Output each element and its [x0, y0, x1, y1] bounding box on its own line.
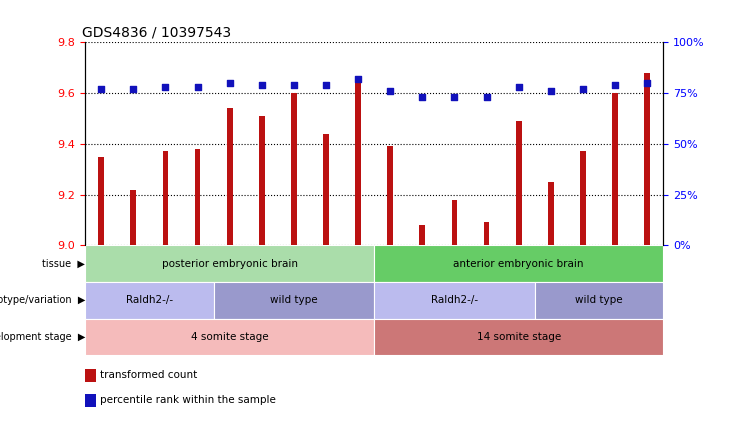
Text: GSM1065693: GSM1065693	[97, 256, 106, 315]
Text: Raldh2-/-: Raldh2-/-	[431, 295, 478, 305]
Text: GSM1065703: GSM1065703	[611, 256, 619, 315]
FancyBboxPatch shape	[278, 245, 310, 338]
Point	[288, 82, 300, 88]
Text: GSM1065705: GSM1065705	[386, 256, 395, 315]
Point	[192, 84, 204, 91]
Text: anterior embryonic brain: anterior embryonic brain	[453, 259, 584, 269]
FancyBboxPatch shape	[374, 245, 663, 282]
Text: tissue  ▶: tissue ▶	[42, 259, 85, 269]
Text: GSM1065699: GSM1065699	[290, 256, 299, 315]
FancyBboxPatch shape	[85, 282, 213, 319]
Text: wild type: wild type	[575, 295, 622, 305]
Text: 14 somite stage: 14 somite stage	[476, 332, 561, 342]
Bar	[612, 93, 618, 245]
Point	[96, 85, 107, 92]
Bar	[85, 394, 96, 407]
Point	[609, 82, 621, 88]
FancyBboxPatch shape	[535, 282, 663, 319]
Point	[224, 80, 236, 86]
Bar	[291, 93, 297, 245]
FancyBboxPatch shape	[213, 282, 374, 319]
FancyBboxPatch shape	[502, 245, 535, 338]
Text: GSM1065708: GSM1065708	[482, 256, 491, 315]
Text: percentile rank within the sample: percentile rank within the sample	[99, 396, 276, 405]
FancyBboxPatch shape	[85, 319, 374, 355]
FancyBboxPatch shape	[631, 245, 663, 338]
Bar	[162, 151, 168, 245]
Point	[448, 94, 460, 101]
FancyBboxPatch shape	[150, 245, 182, 338]
FancyBboxPatch shape	[439, 245, 471, 338]
FancyBboxPatch shape	[182, 245, 213, 338]
Bar	[130, 190, 136, 245]
Point	[256, 82, 268, 88]
Bar	[484, 222, 490, 245]
FancyBboxPatch shape	[471, 245, 502, 338]
Point	[352, 75, 364, 82]
Text: development stage  ▶: development stage ▶	[0, 332, 85, 342]
Bar	[548, 182, 554, 245]
Text: Raldh2-/-: Raldh2-/-	[126, 295, 173, 305]
FancyBboxPatch shape	[246, 245, 278, 338]
FancyBboxPatch shape	[374, 319, 663, 355]
Text: GSM1065707: GSM1065707	[450, 256, 459, 315]
Point	[127, 85, 139, 92]
Bar	[195, 149, 201, 245]
FancyBboxPatch shape	[374, 282, 535, 319]
Text: GDS4836 / 10397543: GDS4836 / 10397543	[82, 26, 231, 40]
Text: wild type: wild type	[270, 295, 318, 305]
Point	[577, 85, 589, 92]
FancyBboxPatch shape	[117, 245, 150, 338]
Text: GSM1065710: GSM1065710	[546, 256, 555, 315]
FancyBboxPatch shape	[85, 245, 374, 282]
Text: GSM1065700: GSM1065700	[322, 256, 330, 315]
Bar	[388, 146, 393, 245]
Bar	[85, 369, 96, 382]
FancyBboxPatch shape	[213, 245, 246, 338]
FancyBboxPatch shape	[567, 245, 599, 338]
Text: GSM1065704: GSM1065704	[642, 256, 651, 315]
FancyBboxPatch shape	[374, 245, 406, 338]
Point	[513, 84, 525, 91]
Text: GSM1065701: GSM1065701	[353, 256, 362, 315]
Text: GSM1065697: GSM1065697	[225, 256, 234, 315]
Bar	[227, 108, 233, 245]
Point	[641, 80, 653, 86]
Bar	[644, 73, 650, 245]
FancyBboxPatch shape	[535, 245, 567, 338]
Bar	[99, 157, 104, 245]
Text: GSM1065696: GSM1065696	[193, 256, 202, 315]
Text: GSM1065709: GSM1065709	[514, 256, 523, 315]
Text: GSM1065694: GSM1065694	[129, 256, 138, 315]
Point	[320, 82, 332, 88]
Text: GSM1065698: GSM1065698	[257, 256, 266, 315]
Text: genotype/variation  ▶: genotype/variation ▶	[0, 295, 85, 305]
FancyBboxPatch shape	[599, 245, 631, 338]
FancyBboxPatch shape	[85, 245, 117, 338]
Bar	[355, 80, 361, 245]
Bar	[580, 151, 586, 245]
Text: 4 somite stage: 4 somite stage	[191, 332, 268, 342]
Text: GSM1065706: GSM1065706	[418, 256, 427, 315]
Point	[385, 88, 396, 94]
Point	[545, 88, 556, 94]
Text: transformed count: transformed count	[99, 370, 197, 380]
Point	[159, 84, 171, 91]
FancyBboxPatch shape	[342, 245, 374, 338]
Bar	[419, 225, 425, 245]
Bar	[259, 116, 265, 245]
Text: GSM1065702: GSM1065702	[579, 256, 588, 315]
Bar	[451, 200, 457, 245]
Point	[416, 94, 428, 101]
Text: posterior embryonic brain: posterior embryonic brain	[162, 259, 298, 269]
Bar	[516, 121, 522, 245]
FancyBboxPatch shape	[406, 245, 439, 338]
Point	[481, 94, 493, 101]
Bar	[323, 134, 329, 245]
Text: GSM1065695: GSM1065695	[161, 256, 170, 315]
FancyBboxPatch shape	[310, 245, 342, 338]
